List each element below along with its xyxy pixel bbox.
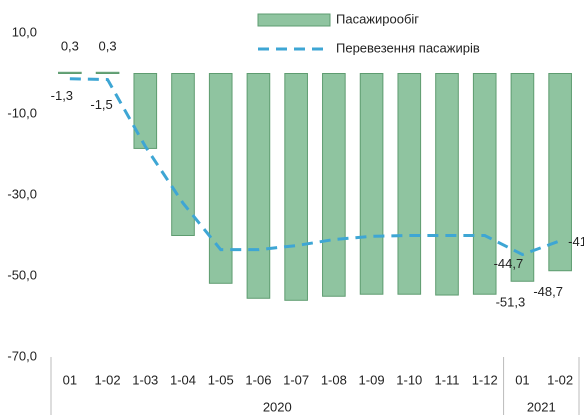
x-tick-label: 1-02 xyxy=(547,372,573,387)
bar xyxy=(548,73,572,272)
bar-value-label: -51,3 xyxy=(496,295,526,310)
group-label: 2021 xyxy=(527,399,556,414)
x-tick-label: 1-02 xyxy=(95,372,121,387)
bar-value-label: 0,3 xyxy=(99,39,117,54)
line-value-label: -1,5 xyxy=(90,97,112,112)
bar xyxy=(133,73,158,149)
group-label: 2020 xyxy=(263,399,292,414)
bar xyxy=(246,73,271,299)
x-tick-label: 1-09 xyxy=(359,372,385,387)
bar xyxy=(359,73,384,295)
x-tick-label: 1-11 xyxy=(434,372,459,387)
line-value-label: -1,3 xyxy=(51,88,73,103)
y-tick-label: -10,0 xyxy=(7,105,37,120)
bar xyxy=(171,73,195,236)
legend-label: Перевезення пасажирів xyxy=(336,40,480,55)
y-tick-label: -70,0 xyxy=(7,348,37,363)
line-value-label: -44,7 xyxy=(494,256,524,271)
x-tick-label: 1-05 xyxy=(208,372,234,387)
x-tick-label: 1-04 xyxy=(170,372,196,387)
bar xyxy=(397,73,422,295)
bar xyxy=(510,73,535,282)
x-tick-label: 1-07 xyxy=(283,372,309,387)
bar xyxy=(208,73,233,284)
x-tick-label: 1-10 xyxy=(396,372,422,387)
line-value-label: -41,3 xyxy=(568,234,584,249)
bar-value-label: 0,3 xyxy=(61,39,79,54)
x-tick-label: 01 xyxy=(515,372,529,387)
bar xyxy=(95,71,120,75)
x-tick-label: 1-06 xyxy=(245,372,271,387)
bar xyxy=(435,73,459,296)
legend-swatch xyxy=(257,13,331,27)
x-tick-label: 1-12 xyxy=(472,372,498,387)
y-tick-label: -30,0 xyxy=(7,186,37,201)
legend-label: Пасажирообіг xyxy=(336,11,419,26)
x-tick-label: 1-08 xyxy=(321,372,347,387)
x-tick-label: 01 xyxy=(63,372,77,387)
x-tick-label: 1-03 xyxy=(132,372,158,387)
bar xyxy=(284,73,308,301)
bar xyxy=(58,71,82,75)
bar-value-label: -48,7 xyxy=(533,284,563,299)
y-tick-label: 10,0 xyxy=(12,24,37,39)
bar xyxy=(322,73,346,297)
y-tick-label: -50,0 xyxy=(7,267,37,282)
